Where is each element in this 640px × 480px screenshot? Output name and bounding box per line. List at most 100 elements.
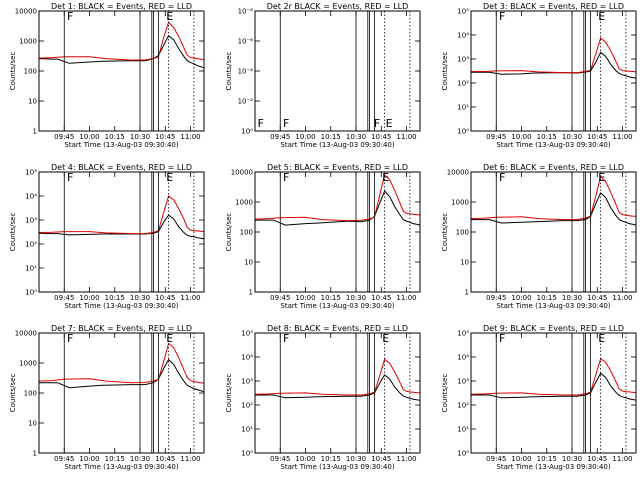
x-tick-label: 10:15 xyxy=(537,133,557,141)
chart-panel-8: Det 8: BLACK = Events, RED = LLD 10⁰ 10¹ 10… xyxy=(225,324,421,471)
x-tick-label: 11:00 xyxy=(612,455,632,463)
flag-label: F xyxy=(67,171,73,184)
events-series-line xyxy=(471,372,637,401)
x-tick-label: 09:45 xyxy=(54,294,74,302)
flag-label: E xyxy=(598,10,605,23)
x-tick-label: 10:15 xyxy=(537,455,557,463)
x-tick-label: 10:45 xyxy=(587,455,607,463)
events-series-line xyxy=(471,192,637,226)
y-tick-label: 100 xyxy=(456,229,469,237)
y-tick-label: 1 xyxy=(33,128,37,136)
x-tick-label: 11:00 xyxy=(396,133,416,141)
plot-frame xyxy=(38,171,205,293)
plot-frame xyxy=(254,332,421,454)
y-tick-label: 100 xyxy=(24,390,37,398)
y-tick-label: 1000 xyxy=(19,360,37,368)
x-tick-label: 10:30 xyxy=(562,455,582,463)
x-tick-label: 10:00 xyxy=(295,455,315,463)
x-tick-label: 10:30 xyxy=(130,455,150,463)
x-tick-label: 10:15 xyxy=(321,455,341,463)
x-tick-label: 09:45 xyxy=(54,455,74,463)
chart-panel-4: Det 4: BLACK = Events, RED = LLD 10⁰ 10¹ 10… xyxy=(9,163,205,310)
y-tick-label: 10⁰ xyxy=(25,289,37,297)
x-axis-label: Start Time (13-Aug-03 09:30:40) xyxy=(280,141,394,149)
y-tick-label: 10² xyxy=(457,80,469,88)
y-tick-label: 10⁻⁴ xyxy=(238,68,254,76)
events-series-line xyxy=(255,374,421,401)
y-tick-label: 10³ xyxy=(457,56,469,64)
y-tick-label: 10⁻⁸ xyxy=(238,8,254,16)
y-tick-label: 10000 xyxy=(447,169,469,177)
events-series-line xyxy=(255,190,421,226)
x-tick-label: 10:30 xyxy=(562,294,582,302)
x-tick-label: 10:30 xyxy=(130,133,150,141)
x-tick-label: 11:00 xyxy=(180,294,200,302)
flag-label: F xyxy=(283,117,289,130)
x-tick-label: 09:45 xyxy=(270,133,290,141)
lld-series-line xyxy=(470,357,637,396)
x-tick-label: 10:15 xyxy=(105,133,125,141)
x-tick-label: 10:30 xyxy=(130,294,150,302)
lld-series-line xyxy=(38,342,205,384)
y-axis-label: Counts/sec xyxy=(441,52,449,91)
chart-title: Det 7: BLACK = Events, RED = LLD xyxy=(51,324,192,333)
x-tick-label: 10:45 xyxy=(371,294,391,302)
x-tick-label: 09:45 xyxy=(270,294,290,302)
chart-panel-5: Det 5: BLACK = Events, RED = LLD 1 10 100 10… xyxy=(225,163,421,310)
x-tick-label: 10:30 xyxy=(346,133,366,141)
x-axis-label: Start Time (13-Aug-03 09:30:40) xyxy=(64,141,178,149)
y-tick-label: 10² xyxy=(241,402,253,410)
y-tick-label: 1000 xyxy=(19,38,37,46)
x-axis-label: Start Time (13-Aug-03 09:30:40) xyxy=(280,302,394,310)
chart-panel-6: Det 6: BLACK = Events, RED = LLD 1 10 100 10… xyxy=(441,163,637,310)
chart-panel-2: Det 2r BLACK = Events, RED = LLD 10⁰ 10⁻² 1… xyxy=(225,2,421,149)
x-tick-label: 10:45 xyxy=(587,294,607,302)
y-tick-label: 10 xyxy=(28,98,37,106)
x-tick-label: 10:45 xyxy=(371,133,391,141)
x-tick-label: 11:00 xyxy=(612,133,632,141)
flag-label: F xyxy=(67,332,73,345)
y-tick-label: 10² xyxy=(457,402,469,410)
x-tick-label: 10:15 xyxy=(537,294,557,302)
x-tick-label: 11:00 xyxy=(612,294,632,302)
y-tick-label: 1 xyxy=(33,450,37,458)
y-tick-label: 10⁴ xyxy=(457,32,469,40)
chart-title: Det 6: BLACK = Events, RED = LLD xyxy=(483,163,624,172)
chart-title: Det 2r BLACK = Events, RED = LLD xyxy=(267,2,409,11)
y-tick-label: 10³ xyxy=(457,378,469,386)
x-tick-label: 09:45 xyxy=(486,294,506,302)
y-tick-label: 100 xyxy=(240,229,253,237)
x-tick-label: 10:15 xyxy=(321,294,341,302)
x-tick-label: 09:45 xyxy=(54,133,74,141)
flag-label: F xyxy=(499,332,505,345)
chart-panel-1: Det 1: BLACK = Events, RED = LLD 1 10 100 10… xyxy=(9,2,205,149)
chart-panel-3: Det 3: BLACK = Events, RED = LLD 10⁰ 10¹ 10… xyxy=(441,2,637,149)
x-tick-label: 10:15 xyxy=(321,133,341,141)
chart-title: Det 1: BLACK = Events, RED = LLD xyxy=(51,2,192,11)
x-tick-label: 10:00 xyxy=(79,294,99,302)
flag-label: E xyxy=(166,10,173,23)
y-axis-label: Counts/sec xyxy=(225,213,233,252)
chart-panel-7: Det 7: BLACK = Events, RED = LLD 1 10 100 10… xyxy=(9,324,205,471)
events-series-line xyxy=(38,34,205,69)
x-tick-label: 10:45 xyxy=(587,133,607,141)
y-tick-label: 10000 xyxy=(15,8,37,16)
x-axis-label: Start Time (13-Aug-03 09:30:40) xyxy=(496,463,610,471)
x-tick-label: 10:00 xyxy=(511,455,531,463)
y-tick-label: 1 xyxy=(465,289,469,297)
chart-title: Det 4: BLACK = Events, RED = LLD xyxy=(51,163,192,172)
chart-title: Det 8: BLACK = Events, RED = LLD xyxy=(267,324,408,333)
x-tick-label: 10:00 xyxy=(295,294,315,302)
events-series-line xyxy=(471,51,637,79)
x-tick-label: 09:45 xyxy=(486,133,506,141)
x-tick-label: 11:00 xyxy=(180,133,200,141)
y-tick-label: 10¹ xyxy=(25,265,37,273)
x-tick-label: 10:00 xyxy=(79,133,99,141)
x-tick-label: 10:30 xyxy=(562,133,582,141)
x-tick-label: 09:45 xyxy=(270,455,290,463)
plot-frame xyxy=(38,332,205,454)
y-axis-label: Counts/sec xyxy=(225,374,233,413)
lld-series-line xyxy=(470,175,637,221)
y-tick-label: 10⁴ xyxy=(25,193,37,201)
x-axis-label: Start Time (13-Aug-03 09:30:40) xyxy=(496,302,610,310)
